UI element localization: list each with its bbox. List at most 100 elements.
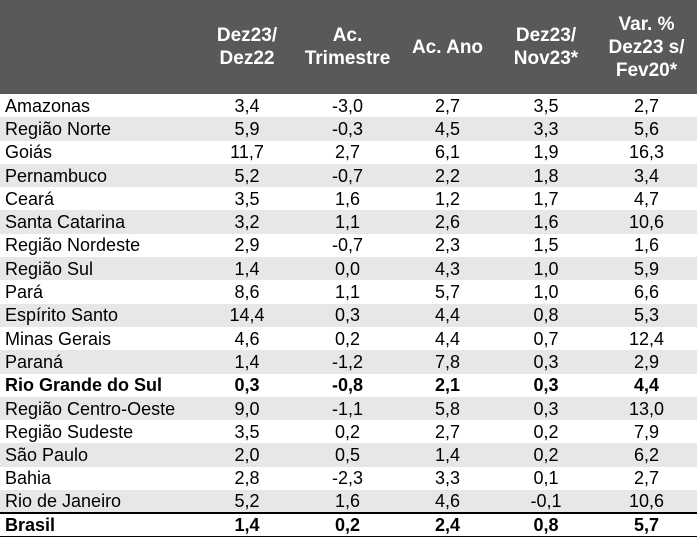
value-cell: -0,7 [331, 235, 364, 256]
value-cell: 7,9 [633, 421, 660, 442]
region-name: Rio de Janeiro [0, 490, 198, 514]
table-row: Região Nordeste 2,9 -0,7 2,3 1,5 1,6 [0, 234, 697, 257]
value-cell: 1,2 [434, 188, 461, 209]
value-cell: 0,0 [296, 257, 399, 281]
value-cell: 4,4 [633, 375, 660, 396]
header-region [0, 0, 198, 94]
region-name: Goiás [5, 142, 53, 163]
value-cell: 5,3 [596, 303, 697, 327]
value-cell: 3,2 [198, 210, 296, 234]
value-cell: 2,7 [434, 95, 461, 116]
value-cell: 3,5 [533, 95, 559, 116]
region-name: Minas Gerais [5, 328, 112, 349]
value-cell: 6,2 [596, 443, 697, 467]
header-dez23-dez22: Dez23/Dez22 [198, 0, 296, 94]
value-cell: 1,4 [198, 350, 296, 374]
value-cell: 1,0 [533, 282, 559, 303]
value-cell: 0,8 [496, 303, 596, 327]
table-row: Bahia 2,8 -2,3 3,3 0,1 2,7 [0, 467, 697, 490]
value-cell: 0,3 [496, 350, 596, 374]
value-cell: 2,9 [596, 350, 697, 374]
table-row: Região Norte 5,9 -0,3 4,5 3,3 5,6 [0, 117, 697, 141]
value-cell: 0,2 [334, 328, 361, 349]
value-cell: 4,5 [399, 117, 496, 141]
region-name: Pernambuco [0, 163, 198, 188]
total-value-cell: 0,8 [496, 512, 596, 538]
table-row: São Paulo 2,0 0,5 1,4 0,2 6,2 [0, 443, 697, 467]
value-cell: 3,5 [234, 421, 260, 442]
region-name: Região Centro-Oeste [0, 396, 198, 421]
value-cell: -3,0 [331, 95, 364, 116]
region-name: Espírito Santo [0, 303, 198, 327]
value-cell: 12,4 [628, 328, 665, 349]
value-cell: 6,1 [434, 142, 461, 163]
value-cell: 0,3 [296, 303, 399, 327]
region-name: São Paulo [0, 443, 198, 467]
value-cell: 9,0 [198, 396, 296, 421]
value-cell: 4,6 [234, 328, 260, 349]
value-cell: -0,8 [331, 375, 364, 396]
header-dez23-nov23: Dez23/Nov23* [496, 0, 596, 94]
value-cell: 10,6 [596, 210, 697, 234]
region-name: Bahia [5, 468, 52, 489]
value-cell: 0,5 [296, 443, 399, 467]
total-value-cell: 1,4 [198, 512, 296, 538]
value-cell: 2,1 [434, 375, 461, 396]
value-cell: 5,9 [596, 257, 697, 281]
header-row: Dez23/Dez22 Ac. Trimestre Ac. Ano Dez23/N… [0, 0, 697, 94]
value-cell: 5,8 [399, 396, 496, 421]
header-ac-ano: Ac. Ano [399, 0, 496, 94]
value-cell: 10,6 [596, 490, 697, 514]
value-cell: 1,6 [296, 490, 399, 514]
value-cell: 13,0 [596, 396, 697, 421]
value-cell: 4,3 [399, 257, 496, 281]
value-cell: 5,2 [198, 490, 296, 514]
region-name: Amazonas [5, 95, 91, 116]
table-row: Região Sul 1,4 0,0 4,3 1,0 5,9 [0, 257, 697, 281]
total-name: Brasil [0, 512, 198, 538]
table-row: Pernambuco 5,2 -0,7 2,2 1,8 3,4 [0, 163, 697, 188]
value-cell: 4,7 [633, 188, 660, 209]
region-name: Paraná [0, 350, 198, 374]
value-cell: 3,3 [434, 468, 461, 489]
value-cell: 5,9 [198, 117, 296, 141]
region-name: Região Norte [0, 117, 198, 141]
table-row: Rio Grande do Sul 0,3 -0,8 2,1 0,3 4,4 [0, 374, 697, 397]
value-cell: 7,8 [399, 350, 496, 374]
value-cell: -1,1 [296, 396, 399, 421]
value-cell: 3,3 [496, 117, 596, 141]
table-row: Região Centro-Oeste 9,0 -1,1 5,8 0,3 13,0 [0, 396, 697, 421]
value-cell: 2,2 [399, 163, 496, 188]
value-cell: 0,3 [496, 396, 596, 421]
header-var-dez23-fev20: Var. % Dez23 s/Fev20* [596, 0, 697, 94]
region-name: Ceará [5, 188, 55, 209]
total-value-cell: 0,2 [296, 512, 399, 538]
table-row: Santa Catarina 3,2 1,1 2,6 1,6 10,6 [0, 210, 697, 234]
table-row: Rio de Janeiro 5,2 1,6 4,6 -0,1 10,6 [0, 490, 697, 514]
value-cell: -1,2 [296, 350, 399, 374]
value-cell: 0,2 [334, 421, 361, 442]
value-cell: 1,6 [633, 235, 660, 256]
value-cell: 2,9 [234, 235, 260, 256]
value-cell: 2,7 [434, 421, 461, 442]
table-row: Amazonas 3,4 -3,0 2,7 3,5 2,7 [0, 94, 697, 117]
value-cell: 5,7 [434, 282, 461, 303]
value-cell: 1,8 [496, 163, 596, 188]
value-cell: -2,3 [331, 468, 364, 489]
region-name: Santa Catarina [0, 210, 198, 234]
value-cell: 2,6 [399, 210, 496, 234]
table-row: Minas Gerais 4,6 0,2 4,4 0,7 12,4 [0, 327, 697, 350]
value-cell: 1,6 [334, 188, 361, 209]
value-cell: 1,6 [496, 210, 596, 234]
value-cell: 1,9 [533, 142, 559, 163]
value-cell: 14,4 [198, 303, 296, 327]
value-cell: 1,5 [533, 235, 559, 256]
value-cell: 11,7 [230, 142, 264, 163]
value-cell: 0,7 [533, 328, 559, 349]
value-cell: 1,4 [399, 443, 496, 467]
value-cell: 1,1 [296, 210, 399, 234]
value-cell: 16,3 [628, 142, 665, 163]
table-row: Região Sudeste 3,5 0,2 2,7 0,2 7,9 [0, 420, 697, 443]
total-value-cell: 5,7 [596, 512, 697, 538]
